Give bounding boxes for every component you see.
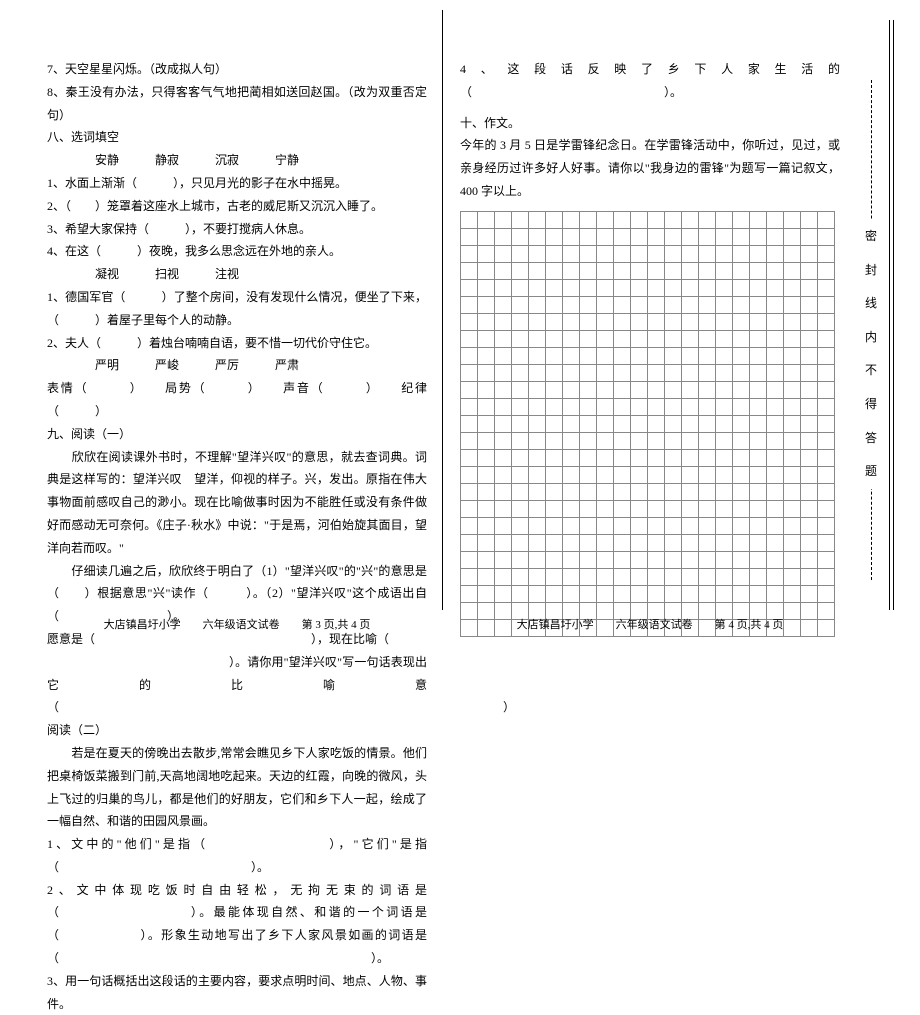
sec8-4: 4、在这（ ）夜晚，我多么思念远在外地的亲人。: [47, 240, 427, 263]
sec8-title: 八、选词填空: [47, 126, 427, 149]
sec8-row3: 严明 严峻 严厉 严肃: [47, 354, 427, 377]
writing-grid: [460, 211, 835, 637]
sec8-6: 2、夫人（ ）着烛台喃喃自语，要不惜一切代价守住它。: [47, 332, 427, 355]
sec10-title: 十、作文。: [460, 112, 840, 135]
sec8-2: 2、（ ）笼罩着这座水上城市，古老的威尼斯又沉沉入睡了。: [47, 195, 427, 218]
column-left: 7、天空星星闪烁。（改成拟人句） 8、秦王没有办法，只得客客气气地把蔺相如送回赵…: [47, 58, 427, 1015]
q8: 8、秦王没有办法，只得客客气气地把蔺相如送回赵国。（改为双重否定句）: [47, 81, 427, 127]
sec9-title: 九、阅读（一）: [47, 423, 427, 446]
footer-right: 大店镇昌圩小学 六年级语文试卷 第 4 页,共 4 页: [460, 616, 840, 632]
sec9b-2: 2、文中体现吃饭时自由轻松，无拘无束的词语是（ ）。最能体现自然、和谐的一个词语…: [47, 879, 427, 970]
sec9b-title: 阅读（二）: [47, 719, 427, 742]
seal-text: 密 封 线 内 不 得 答 题: [864, 220, 878, 489]
sec9b-p1: 若是在夏天的傍晚出去散步,常常会瞧见乡下人家吃饭的情景。他们把桌椅饭菜搬到门前,…: [47, 742, 427, 833]
sec10-p: 今年的 3 月 5 日是学雷锋纪念日。在学雷锋活动中，你听过，见过，或亲身经历过…: [460, 134, 840, 202]
column-right: 4、这段话反映了乡下人家生活的（ ）。 十、作文。 今年的 3 月 5 日是学雷…: [460, 58, 840, 637]
q7: 7、天空星星闪烁。（改成拟人句）: [47, 58, 427, 81]
sec8-row2: 凝视 扫视 注视: [47, 263, 427, 286]
sec9-p1: 欣欣在阅读课外书时，不理解"望洋兴叹"的意思，就去查词典。词典是这样写的：望洋兴…: [47, 446, 427, 560]
sec8-1: 1、水面上渐渐（ ），只见月光的影子在水中摇晃。: [47, 172, 427, 195]
q4: 4、这段话反映了乡下人家生活的（ ）。: [460, 58, 840, 104]
sec9-p4: ）。请你用"望洋兴叹"写一句话表现出它的比喻意（ ）: [47, 651, 427, 719]
sec9b-3: 3、用一句话概括出这段话的主要内容，要求点明时间、地点、人物、事件。: [47, 970, 427, 1015]
footer-left: 大店镇昌圩小学 六年级语文试卷 第 3 页,共 4 页: [47, 616, 427, 632]
sec8-7: 表情（ ） 局势（ ） 声音（ ） 纪律（ ）: [47, 377, 427, 423]
sec8-5: 1、德国军官（ ）了整个房间，没有发现什么情况，便坐了下来，（ ）着屋子里每个人…: [47, 286, 427, 332]
sec8-row1: 安静 静寂 沉寂 宁静: [47, 149, 427, 172]
sec8-3: 3、希望大家保持（ ），不要打搅病人休息。: [47, 218, 427, 241]
sec9b-1: 1、文中的"他们"是指（ ），"它们"是指（ ）。: [47, 833, 427, 879]
